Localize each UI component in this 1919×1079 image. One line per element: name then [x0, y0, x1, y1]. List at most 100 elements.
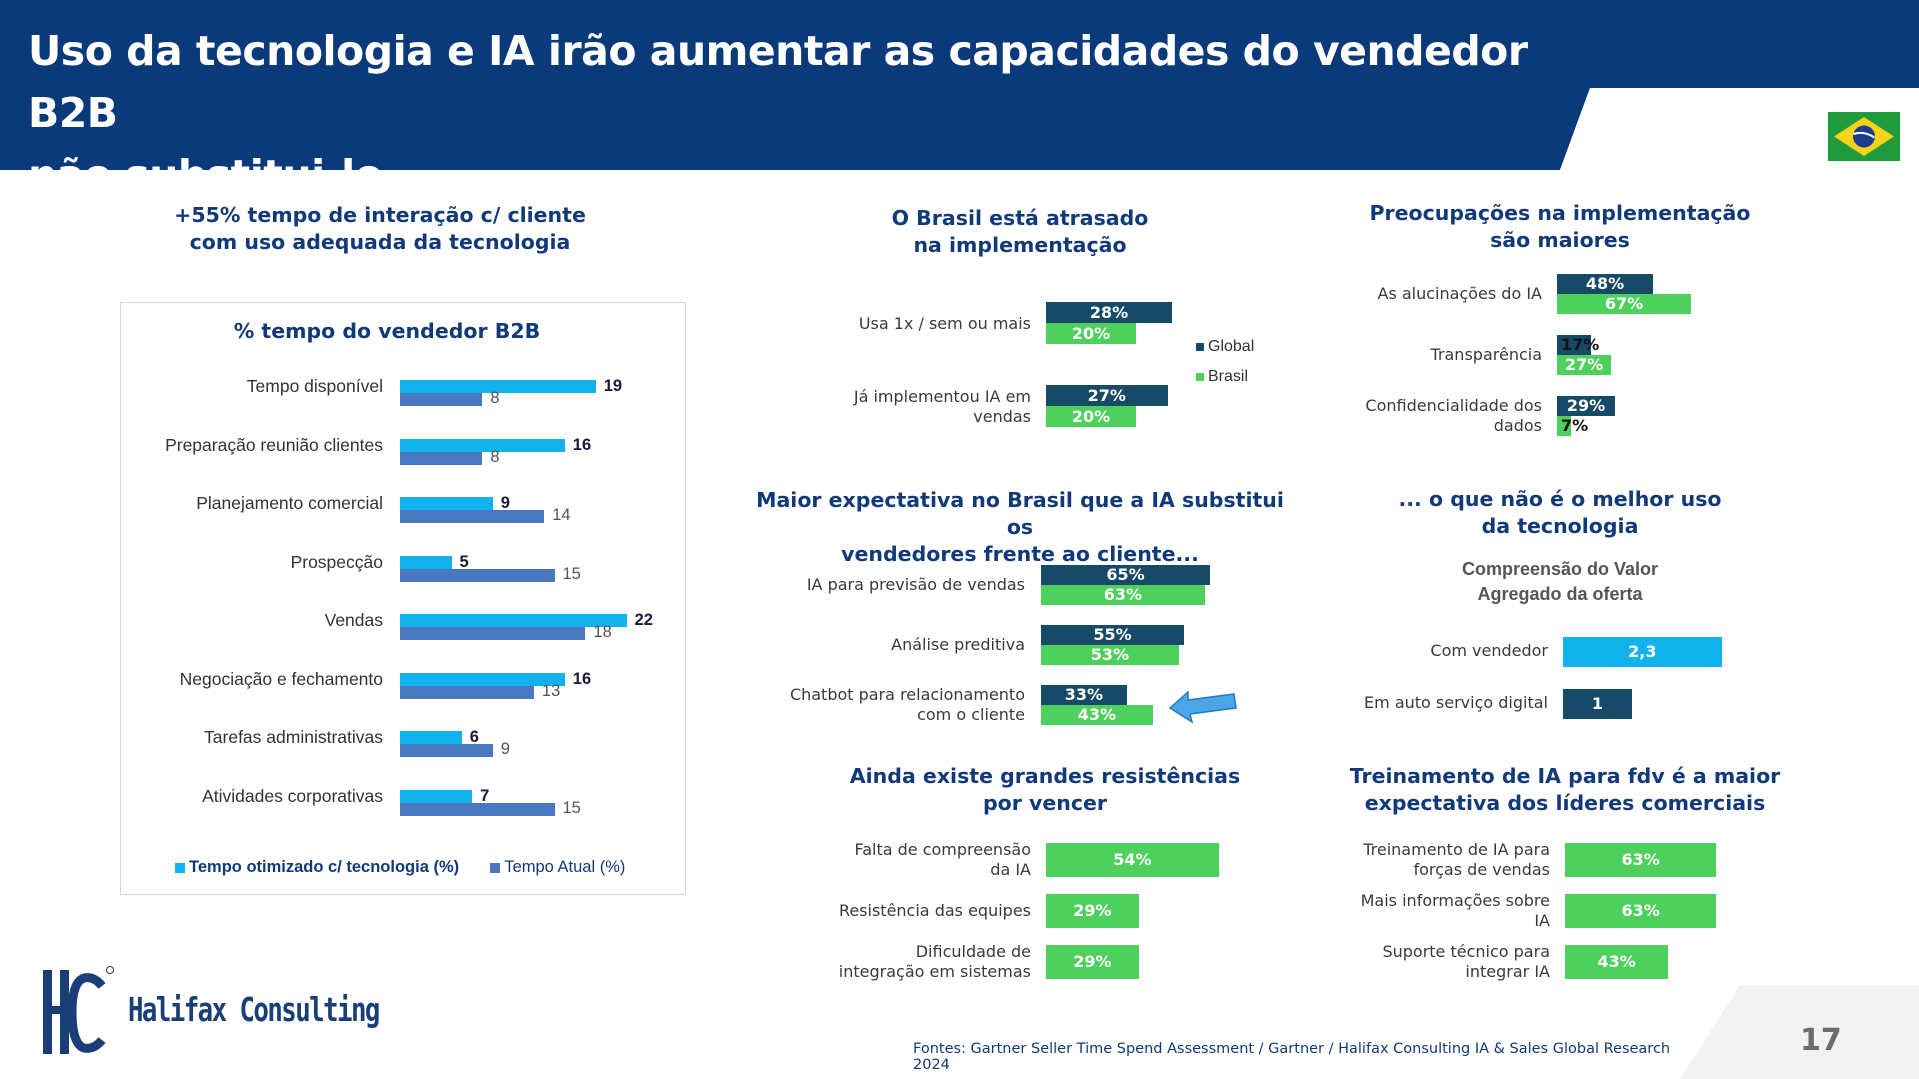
category-label: Resistência das equipes [731, 901, 1031, 921]
highlight-arrow-icon [1168, 690, 1237, 724]
data-label-optimized: 16 [572, 435, 592, 454]
bar-brasil [1041, 645, 1179, 665]
category-label-line: Falta de compreensão [854, 840, 1031, 859]
data-label-optimized: 7 [480, 786, 490, 805]
bar-global [1046, 385, 1168, 406]
bar-current [400, 627, 586, 640]
bar-brasil [1041, 585, 1205, 605]
category-label-line: IA para previsão de vendas [806, 575, 1025, 594]
data-label: 27% [1564, 355, 1604, 374]
data-label: 28% [1089, 302, 1129, 322]
category-label-line: Em auto serviço digital [1364, 693, 1548, 712]
category-label: Vendas [324, 610, 383, 630]
bar-current [400, 451, 483, 465]
resistencias-title-line2: por vencer [982, 791, 1108, 815]
category-label-line: dados [1493, 416, 1542, 435]
category-label-line: As alucinações do IA [1377, 284, 1543, 303]
bar-brasil [1041, 705, 1153, 725]
melhor-uso-title-line2: da tecnologia [1481, 514, 1639, 538]
category-label-line: Usa 1x / sem ou mais [858, 314, 1031, 333]
brasil-atrasado-title-line1: O Brasil está atrasado [891, 206, 1149, 230]
category-label-line: forças de vendas [1413, 860, 1550, 879]
category-label: Planejamento comercial [196, 493, 383, 513]
bar-current [400, 685, 534, 699]
bar-optimized [400, 614, 627, 627]
data-label-current: 9 [500, 740, 510, 758]
data-label-optimized: 9 [500, 494, 510, 512]
expectativa-title: Maior expectativa no Brasil que a IA sub… [745, 487, 1295, 568]
legend-swatch-current [490, 862, 501, 873]
category-label: Negociação e fechamento [179, 668, 383, 689]
bar-brasil [1557, 355, 1611, 375]
bar-brasil [1557, 294, 1691, 314]
legend-label-optimized: Tempo otimizado c/ tecnologia (%) [189, 858, 460, 876]
bar-value [1046, 894, 1139, 928]
category-label-line: Confidencialidade dos [1365, 396, 1542, 415]
time-chart-legend: Tempo otimizado c/ tecnologia (%) Tempo … [175, 858, 695, 877]
data-label-current: 15 [562, 564, 581, 583]
bar-current [400, 510, 545, 523]
left-section-title-line2: com uso adequada da tecnologia [189, 230, 571, 254]
data-label: 29% [1073, 952, 1112, 971]
category-label: Suporte técnico para integrar IA [1250, 942, 1550, 982]
data-label-optimized: 5 [459, 552, 469, 571]
bar-optimized [400, 438, 565, 452]
category-label: Falta de compreensão da IA [731, 840, 1031, 880]
legend-swatch-optimized [175, 862, 185, 873]
data-label: 63% [1103, 585, 1143, 604]
data-label: 2,3 [1628, 642, 1657, 661]
bar-brasil [1046, 323, 1136, 344]
preocupacoes-title: Preocupações na implementação são maiore… [1340, 200, 1780, 254]
data-label: 67% [1604, 294, 1644, 313]
legend-label-brasil: Brasil [1208, 368, 1249, 385]
legend-swatch-global [1196, 342, 1204, 351]
legend-label-global: Global [1208, 338, 1255, 355]
category-label: Dificuldade de integração em sistemas [731, 942, 1031, 982]
legend-swatch-brasil [1196, 372, 1204, 381]
resistencias-title-line1: Ainda existe grandes resistências [849, 764, 1241, 788]
data-label-optimized: 6 [469, 728, 479, 746]
category-label: Confidencialidade dos dados [1242, 396, 1542, 436]
data-label-current: 18 [593, 623, 612, 641]
category-label: IA para previsão de vendas [725, 575, 1025, 595]
category-label: Transparência [1242, 345, 1543, 365]
category-label: Tempo disponível [246, 376, 383, 396]
preocupacoes-title-line2: são maiores [1490, 228, 1630, 252]
page-title-line1: Uso da tecnologia e IA irão aumentar as … [28, 27, 1528, 137]
bar-value [1565, 843, 1717, 877]
valor-agregado-subtitle-line2: Agregado da oferta [1477, 584, 1643, 604]
bar-optimized [400, 789, 473, 803]
bar-global [1557, 335, 1591, 355]
melhor-uso-title-line1: ... o que não é o melhor uso [1398, 487, 1722, 511]
category-label: Em auto serviço digital [1248, 693, 1548, 713]
data-label: 20% [1071, 323, 1111, 343]
bar-optimized [400, 731, 462, 744]
expectativa-title-line2: vendedores frente ao cliente... [841, 542, 1199, 566]
category-label-line: integrar IA [1465, 962, 1550, 981]
brasil-atrasado-title: O Brasil está atrasado na implementação [860, 205, 1180, 259]
bar-brasil [1046, 406, 1136, 427]
legend-label-current: Tempo Atual (%) [504, 858, 626, 876]
bar-value [1563, 689, 1632, 719]
bar-optimized [400, 497, 493, 510]
category-label: Treinamento de IA para forças de vendas [1250, 840, 1550, 880]
time-chart-title: % tempo do vendedor B2B [233, 319, 541, 343]
category-label-line: com o cliente [917, 705, 1025, 724]
data-label-current: 15 [562, 798, 581, 817]
bar-global [1041, 625, 1184, 645]
data-label: 29% [1073, 901, 1112, 920]
bar-optimized [400, 380, 596, 393]
data-label: 29% [1566, 396, 1606, 415]
valor-agregado-subtitle-line1: Compreensão do Valor [1461, 559, 1659, 579]
category-label-line: integração em sistemas [838, 962, 1031, 981]
bar-current [400, 744, 493, 757]
bar-global [1557, 274, 1653, 294]
category-label-line: Dificuldade de [915, 942, 1031, 961]
category-label-line: Já implementou IA em [853, 387, 1031, 406]
category-label-line: vendas [973, 407, 1031, 426]
data-label-current: 8 [490, 447, 500, 466]
data-label: 1 [1591, 694, 1604, 713]
category-label: Com vendedor [1248, 641, 1548, 661]
category-label-line: Chatbot para relacionamento [789, 685, 1025, 704]
category-label-line: Mais informações sobre [1360, 891, 1550, 910]
